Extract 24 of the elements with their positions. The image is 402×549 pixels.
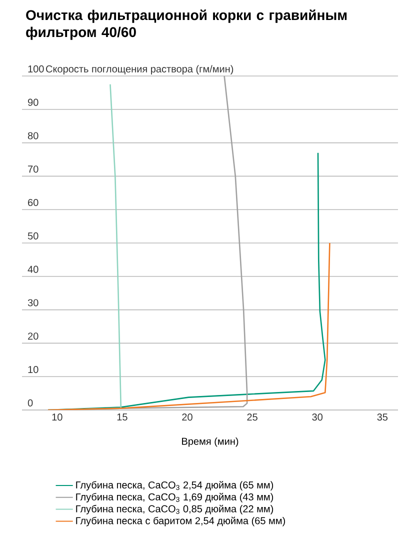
y-tick-label: 70 [28,166,38,173]
legend-label: Глубина песка с баритом 2,54 дюйма (65 мм) [76,516,285,526]
y-tick-label: 30 [28,299,38,306]
x-tick-label: 10 [52,414,62,421]
x-tick-label: 30 [312,414,323,421]
y-tick-label: 80 [28,132,38,140]
x-tick-label: 25 [247,414,258,421]
x-axis-title: Время (мин) [182,437,238,447]
y-tick-label: 20 [28,332,38,340]
y-tick-label: 90 [28,98,38,106]
chart-title: Очистка фильтрационной корки с гравийным фильтром 40/60 [26,10,347,40]
legend-label: Глубина песка, CaCO$_{3}$ 0,85 дюйма (22 мм) [76,504,274,514]
x-tick-label: 20 [182,414,192,421]
x-tick-label: 15 [117,414,128,421]
y-tick-label: 60 [28,198,38,206]
y-tick-label: 0 [28,399,33,406]
y-tick-label: 40 [28,266,38,273]
y-tick-label: 50 [28,232,38,240]
legend-label: Глубина песка, CaCO$_{3}$ 1,69 дюйма (43 мм) [76,492,274,502]
y-tick-label: 10 [28,366,38,374]
y-axis-title: Скорость поглощения раствора (гм/мин) [46,65,234,74]
legend-label: Глубина песка, CaCO$_{3}$ 2,54 дюйма (65 мм) [76,480,274,490]
y-tick-label: 100 [28,65,44,72]
x-tick-label: 35 [377,414,388,421]
